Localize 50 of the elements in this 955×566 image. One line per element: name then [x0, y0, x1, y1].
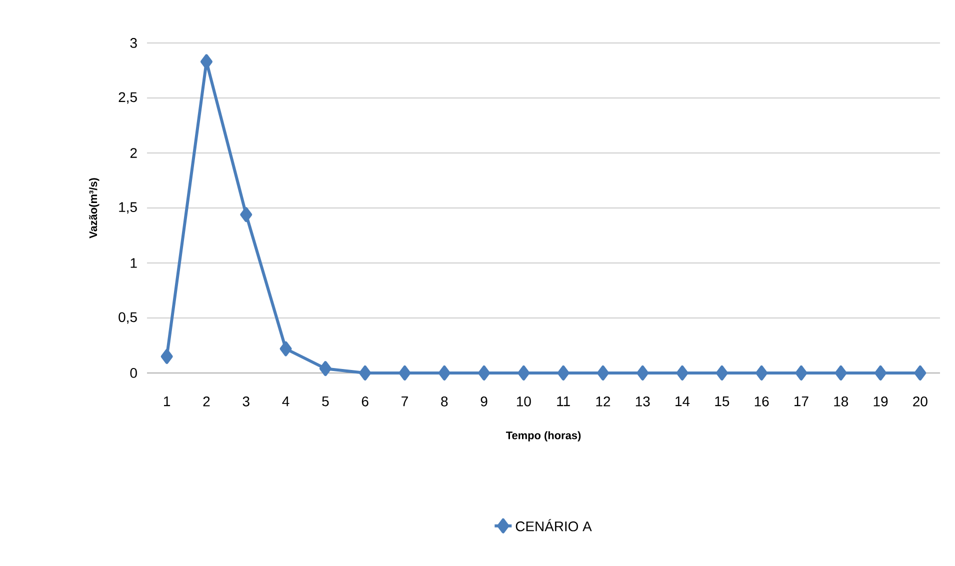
legend-label: CENÁRIO A	[516, 519, 592, 532]
x-axis-title: Tempo (horas)	[506, 431, 581, 442]
point	[557, 365, 570, 380]
point	[478, 365, 490, 380]
x-tick-label: 19	[874, 396, 888, 406]
x-tick-label: 4	[282, 396, 290, 406]
x-tick-label: 18	[834, 396, 848, 406]
point	[280, 341, 292, 356]
y-tick-label: 1,5	[119, 202, 137, 214]
point	[756, 365, 768, 380]
x-tick-label: 14	[676, 396, 690, 406]
x-tick-label: 15	[715, 396, 730, 406]
x-tick-label: 2	[203, 396, 210, 406]
point	[200, 54, 212, 70]
point	[596, 365, 609, 380]
y-axis-title: Vazão(m³/s)	[89, 178, 100, 238]
x-tick-label: 13	[636, 396, 650, 406]
y-tick-label: 1	[130, 258, 137, 268]
point	[676, 365, 688, 380]
point	[874, 365, 887, 380]
x-tick-label: 17	[794, 396, 808, 406]
point	[319, 361, 332, 376]
x-tick-label: 6	[362, 396, 368, 406]
y-tick-label: 0	[130, 368, 137, 378]
x-tick-label: 11	[557, 396, 570, 406]
point	[240, 207, 252, 222]
x-tick-label: 12	[596, 396, 610, 406]
point	[636, 365, 649, 380]
y-tick-label: 3	[130, 38, 137, 48]
point	[518, 365, 530, 380]
point	[438, 365, 450, 380]
x-tick-label: 16	[754, 396, 769, 406]
x-tick-label: 7	[402, 396, 408, 406]
point	[359, 365, 372, 380]
point	[795, 365, 808, 380]
x-tick-label: 10	[516, 396, 531, 406]
y-tick-label: 0,5	[118, 312, 137, 324]
point	[398, 365, 411, 380]
x-tick-label: 8	[441, 396, 448, 406]
y-tick-label: 2,5	[118, 92, 137, 104]
point	[716, 365, 728, 380]
point	[914, 365, 926, 380]
x-tick-label: 9	[480, 396, 488, 406]
x-tick-label: 20	[913, 396, 928, 406]
point	[834, 365, 847, 380]
point	[160, 348, 173, 364]
x-tick-label: 5	[322, 396, 329, 406]
y-tick-label: 2	[130, 148, 137, 158]
x-tick-label: 3	[242, 396, 250, 406]
x-tick-label: 1	[164, 396, 170, 406]
